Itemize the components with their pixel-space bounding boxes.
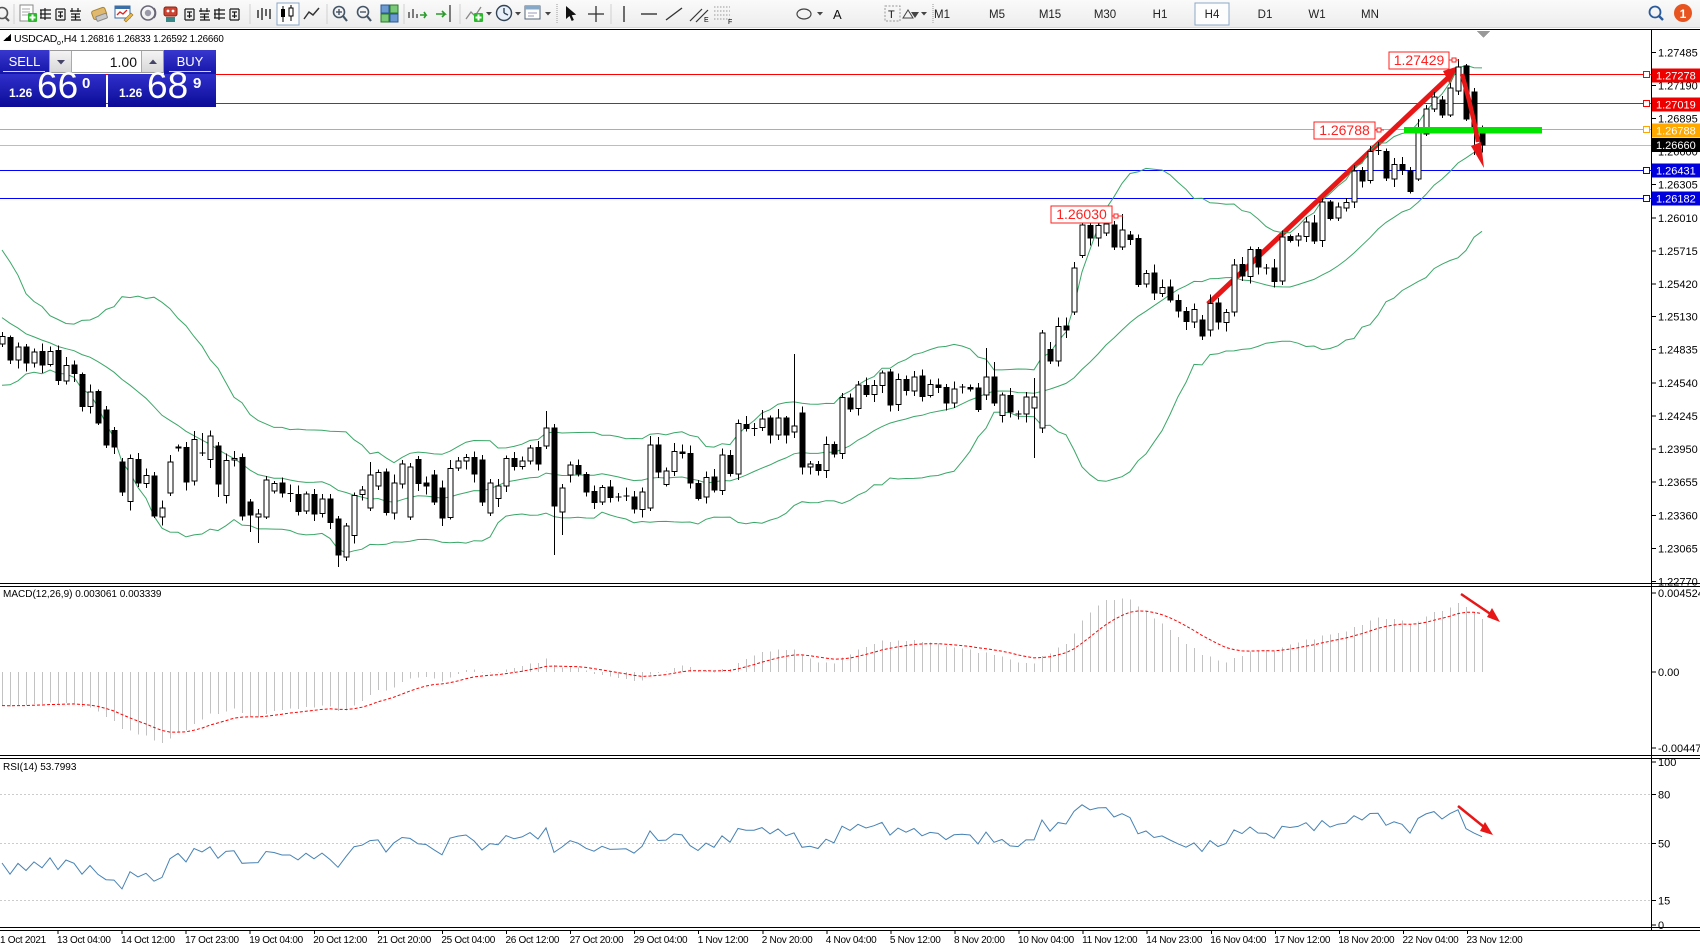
svg-text:1.26895: 1.26895 <box>1658 114 1698 126</box>
svg-text:22 Nov 04:00: 22 Nov 04:00 <box>1403 935 1460 946</box>
svg-text:o: o <box>57 40 61 47</box>
svg-text:0.00: 0.00 <box>1658 667 1679 679</box>
svg-text:1.27019: 1.27019 <box>1656 100 1696 112</box>
svg-text:1: 1 <box>1680 7 1687 21</box>
svg-text:4 Nov 04:00: 4 Nov 04:00 <box>826 935 877 946</box>
svg-text:19 Oct 04:00: 19 Oct 04:00 <box>249 935 303 946</box>
svg-text:1.26660: 1.26660 <box>1656 140 1696 152</box>
svg-text:1.27278: 1.27278 <box>1656 71 1696 83</box>
svg-text:15: 15 <box>1658 896 1670 908</box>
svg-text:0: 0 <box>1658 920 1664 932</box>
svg-text:1.23360: 1.23360 <box>1658 510 1698 522</box>
svg-text:13 Oct 04:00: 13 Oct 04:00 <box>57 935 111 946</box>
svg-text:100: 100 <box>1658 757 1676 769</box>
svg-text:1.25130: 1.25130 <box>1658 312 1698 324</box>
svg-text:26 Oct 12:00: 26 Oct 12:00 <box>506 935 560 946</box>
svg-text:20 Oct 12:00: 20 Oct 12:00 <box>313 935 367 946</box>
svg-text:27 Oct 20:00: 27 Oct 20:00 <box>570 935 624 946</box>
svg-text:D1: D1 <box>1258 9 1273 21</box>
svg-text:RSI(14) 53.7993: RSI(14) 53.7993 <box>3 762 77 773</box>
svg-text:1.22770: 1.22770 <box>1658 577 1698 589</box>
svg-text:E: E <box>704 17 709 24</box>
svg-text:H1: H1 <box>1153 9 1168 21</box>
svg-text:2 Nov 20:00: 2 Nov 20:00 <box>762 935 813 946</box>
svg-text:1.26305: 1.26305 <box>1658 180 1698 192</box>
svg-text:1.25420: 1.25420 <box>1658 279 1698 291</box>
svg-text:21 Oct 20:00: 21 Oct 20:00 <box>377 935 431 946</box>
svg-text:1.25715: 1.25715 <box>1658 246 1698 258</box>
svg-text:1.26010: 1.26010 <box>1658 213 1698 225</box>
svg-text:80: 80 <box>1658 790 1670 802</box>
svg-text:50: 50 <box>1658 839 1670 851</box>
svg-text:5 Nov 12:00: 5 Nov 12:00 <box>890 935 941 946</box>
svg-text:17 Oct 23:00: 17 Oct 23:00 <box>185 935 239 946</box>
svg-text:1.26788: 1.26788 <box>1319 122 1370 138</box>
svg-text:1.26816 1.26833 1.26592 1.2666: 1.26816 1.26833 1.26592 1.26660 <box>80 34 224 45</box>
svg-text:,H4: ,H4 <box>61 33 77 45</box>
svg-text:1 Oct 2021: 1 Oct 2021 <box>0 935 47 946</box>
svg-text:29 Oct 04:00: 29 Oct 04:00 <box>634 935 688 946</box>
svg-text:A: A <box>833 7 842 22</box>
svg-text:1.27485: 1.27485 <box>1658 47 1698 59</box>
svg-text:F: F <box>728 19 732 26</box>
svg-text:T: T <box>888 9 895 21</box>
svg-text:1.23655: 1.23655 <box>1658 477 1698 489</box>
svg-text:M30: M30 <box>1094 9 1116 21</box>
svg-text:1.24835: 1.24835 <box>1658 345 1698 357</box>
svg-text:25 Oct 04:00: 25 Oct 04:00 <box>441 935 495 946</box>
svg-text:1.23065: 1.23065 <box>1658 543 1698 555</box>
svg-text:1.27429: 1.27429 <box>1394 52 1445 68</box>
svg-text:USDCAD: USDCAD <box>14 33 58 45</box>
svg-text:W1: W1 <box>1308 9 1325 21</box>
svg-text:H4: H4 <box>1205 9 1220 21</box>
svg-text:14 Oct 12:00: 14 Oct 12:00 <box>121 935 175 946</box>
svg-text:1.24245: 1.24245 <box>1658 411 1698 423</box>
svg-text:MACD(12,26,9) 0.003061 0.00333: MACD(12,26,9) 0.003061 0.003339 <box>3 589 162 600</box>
svg-text:17 Nov 12:00: 17 Nov 12:00 <box>1274 935 1331 946</box>
svg-text:M15: M15 <box>1039 9 1061 21</box>
svg-text:1 Nov 12:00: 1 Nov 12:00 <box>698 935 749 946</box>
svg-text:11 Nov 12:00: 11 Nov 12:00 <box>1082 935 1138 946</box>
svg-text:1.26788: 1.26788 <box>1656 126 1696 138</box>
svg-text:0.004524: 0.004524 <box>1658 588 1700 600</box>
svg-text:10 Nov 04:00: 10 Nov 04:00 <box>1018 935 1075 946</box>
svg-text:18 Nov 20:00: 18 Nov 20:00 <box>1338 935 1395 946</box>
svg-text:MN: MN <box>1361 9 1379 21</box>
svg-text:1.27190: 1.27190 <box>1658 80 1698 92</box>
svg-text:M5: M5 <box>989 9 1005 21</box>
svg-text:14 Nov 23:00: 14 Nov 23:00 <box>1146 935 1203 946</box>
svg-text:8 Nov 20:00: 8 Nov 20:00 <box>954 935 1005 946</box>
svg-text:M1: M1 <box>934 9 950 21</box>
svg-text:1.26182: 1.26182 <box>1656 194 1696 206</box>
svg-text:1.23950: 1.23950 <box>1658 444 1698 456</box>
svg-text:1.24540: 1.24540 <box>1658 378 1698 390</box>
svg-text:23 Nov 12:00: 23 Nov 12:00 <box>1467 935 1524 946</box>
svg-text:16 Nov 04:00: 16 Nov 04:00 <box>1210 935 1267 946</box>
svg-text:1.26030: 1.26030 <box>1056 206 1107 222</box>
svg-text:1.26431: 1.26431 <box>1656 166 1696 178</box>
svg-text:-0.00447: -0.00447 <box>1658 743 1700 755</box>
